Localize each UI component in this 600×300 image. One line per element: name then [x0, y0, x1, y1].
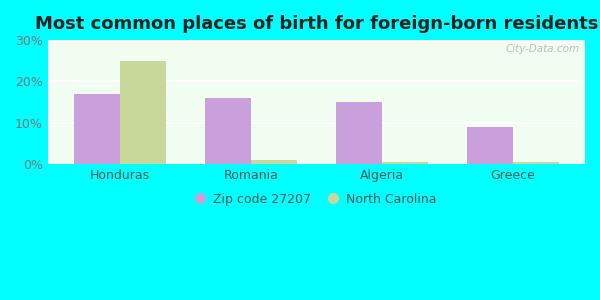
Bar	[336, 102, 382, 164]
Bar	[251, 160, 297, 164]
Bar	[74, 94, 120, 164]
Bar	[205, 98, 251, 164]
Legend: Zip code 27207, North Carolina: Zip code 27207, North Carolina	[193, 190, 440, 210]
Title: Most common places of birth for foreign-born residents: Most common places of birth for foreign-…	[35, 15, 598, 33]
Bar	[467, 127, 513, 164]
Bar	[120, 61, 166, 164]
Text: City-Data.com: City-Data.com	[506, 44, 580, 54]
Bar	[513, 162, 559, 164]
Bar	[382, 162, 428, 164]
